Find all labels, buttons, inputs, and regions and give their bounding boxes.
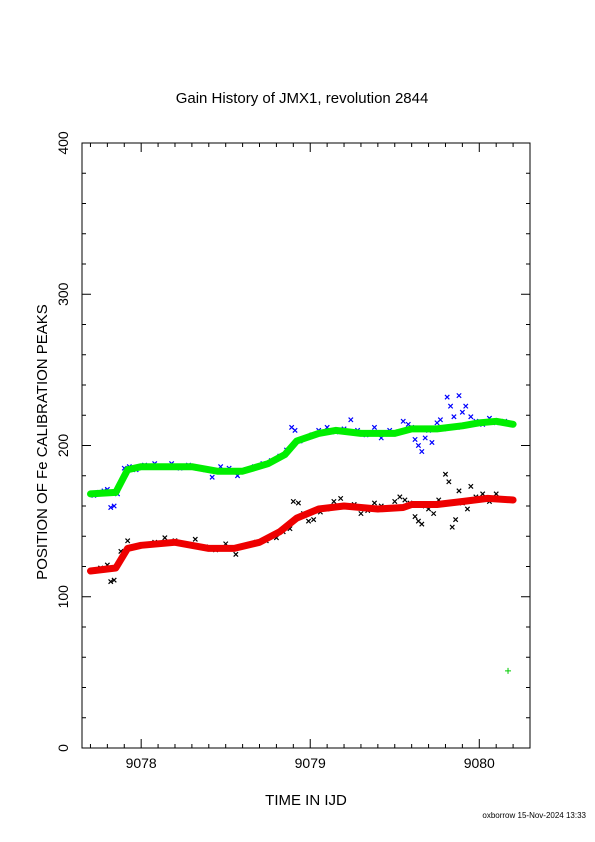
- x-tick-label: 9079: [295, 755, 326, 771]
- data-point: [233, 551, 239, 558]
- data-point: [463, 403, 469, 409]
- data-point: [338, 495, 344, 502]
- data-point: [331, 498, 337, 505]
- data-point: [108, 579, 114, 585]
- data-point: [305, 518, 312, 524]
- data-point: [505, 667, 512, 674]
- data-point: [358, 510, 364, 517]
- fit-line: [87, 494, 517, 575]
- data-point: [412, 513, 418, 520]
- data-point: [292, 427, 298, 433]
- data-point: [371, 424, 378, 430]
- y-tick-label: 0: [55, 744, 71, 752]
- series-1: [87, 417, 517, 498]
- data-point: [449, 524, 455, 530]
- y-tick-label: 400: [55, 131, 71, 155]
- data-point: [400, 418, 406, 424]
- data-point: [162, 535, 168, 541]
- data-point: [431, 510, 437, 517]
- data-point: [456, 488, 462, 494]
- data-point: [452, 516, 459, 523]
- data-point: [468, 483, 474, 489]
- series-layer: [87, 392, 517, 674]
- x-tick-label: 9080: [464, 755, 495, 771]
- data-point: [397, 494, 403, 500]
- y-tick-label: 100: [55, 585, 71, 609]
- x-tick-label: 9078: [126, 755, 157, 771]
- data-point: [111, 577, 117, 583]
- series-2: [91, 471, 508, 585]
- data-point: [419, 521, 425, 527]
- data-point: [402, 497, 408, 503]
- data-point: [437, 417, 444, 423]
- data-point: [371, 500, 378, 506]
- data-point: [459, 409, 466, 415]
- series-0: [91, 392, 508, 511]
- chart-title: Gain History of JMX1, revolution 2844: [176, 90, 429, 107]
- axis-tick-labels: 0 100 200 300 400 9078 9079 9080: [55, 131, 495, 771]
- data-point: [451, 414, 457, 420]
- data-point: [290, 498, 296, 505]
- data-point: [412, 436, 418, 443]
- y-axis-title: POSITION OF Fe CALIBRATION PEAKS: [34, 304, 51, 580]
- data-point: [456, 392, 462, 399]
- data-point: [111, 503, 117, 509]
- data-point: [468, 414, 474, 420]
- data-point: [446, 479, 452, 485]
- data-point: [464, 506, 471, 512]
- y-tick-label: 300: [55, 282, 71, 306]
- data-point: [419, 448, 425, 455]
- data-point: [295, 500, 302, 506]
- data-point: [310, 516, 317, 523]
- series-4: [505, 667, 512, 674]
- axis-ticks: [82, 142, 530, 749]
- series-3: [87, 494, 517, 575]
- data-point: [125, 538, 131, 544]
- fit-line: [87, 417, 517, 498]
- data-point: [108, 504, 114, 511]
- data-point: [392, 498, 398, 505]
- data-point: [442, 471, 449, 477]
- data-point: [422, 435, 428, 441]
- plot-frame: [81, 142, 531, 749]
- x-axis-title: TIME IN IJD: [265, 792, 347, 809]
- footer-credit: oxborrow 15-Nov-2024 13:33: [482, 811, 586, 820]
- data-point: [348, 417, 354, 423]
- data-point: [447, 403, 454, 409]
- data-point: [415, 442, 422, 449]
- data-point: [429, 439, 435, 446]
- data-point: [192, 536, 198, 542]
- y-tick-label: 200: [55, 434, 71, 458]
- data-point: [209, 474, 215, 480]
- data-point: [444, 394, 450, 400]
